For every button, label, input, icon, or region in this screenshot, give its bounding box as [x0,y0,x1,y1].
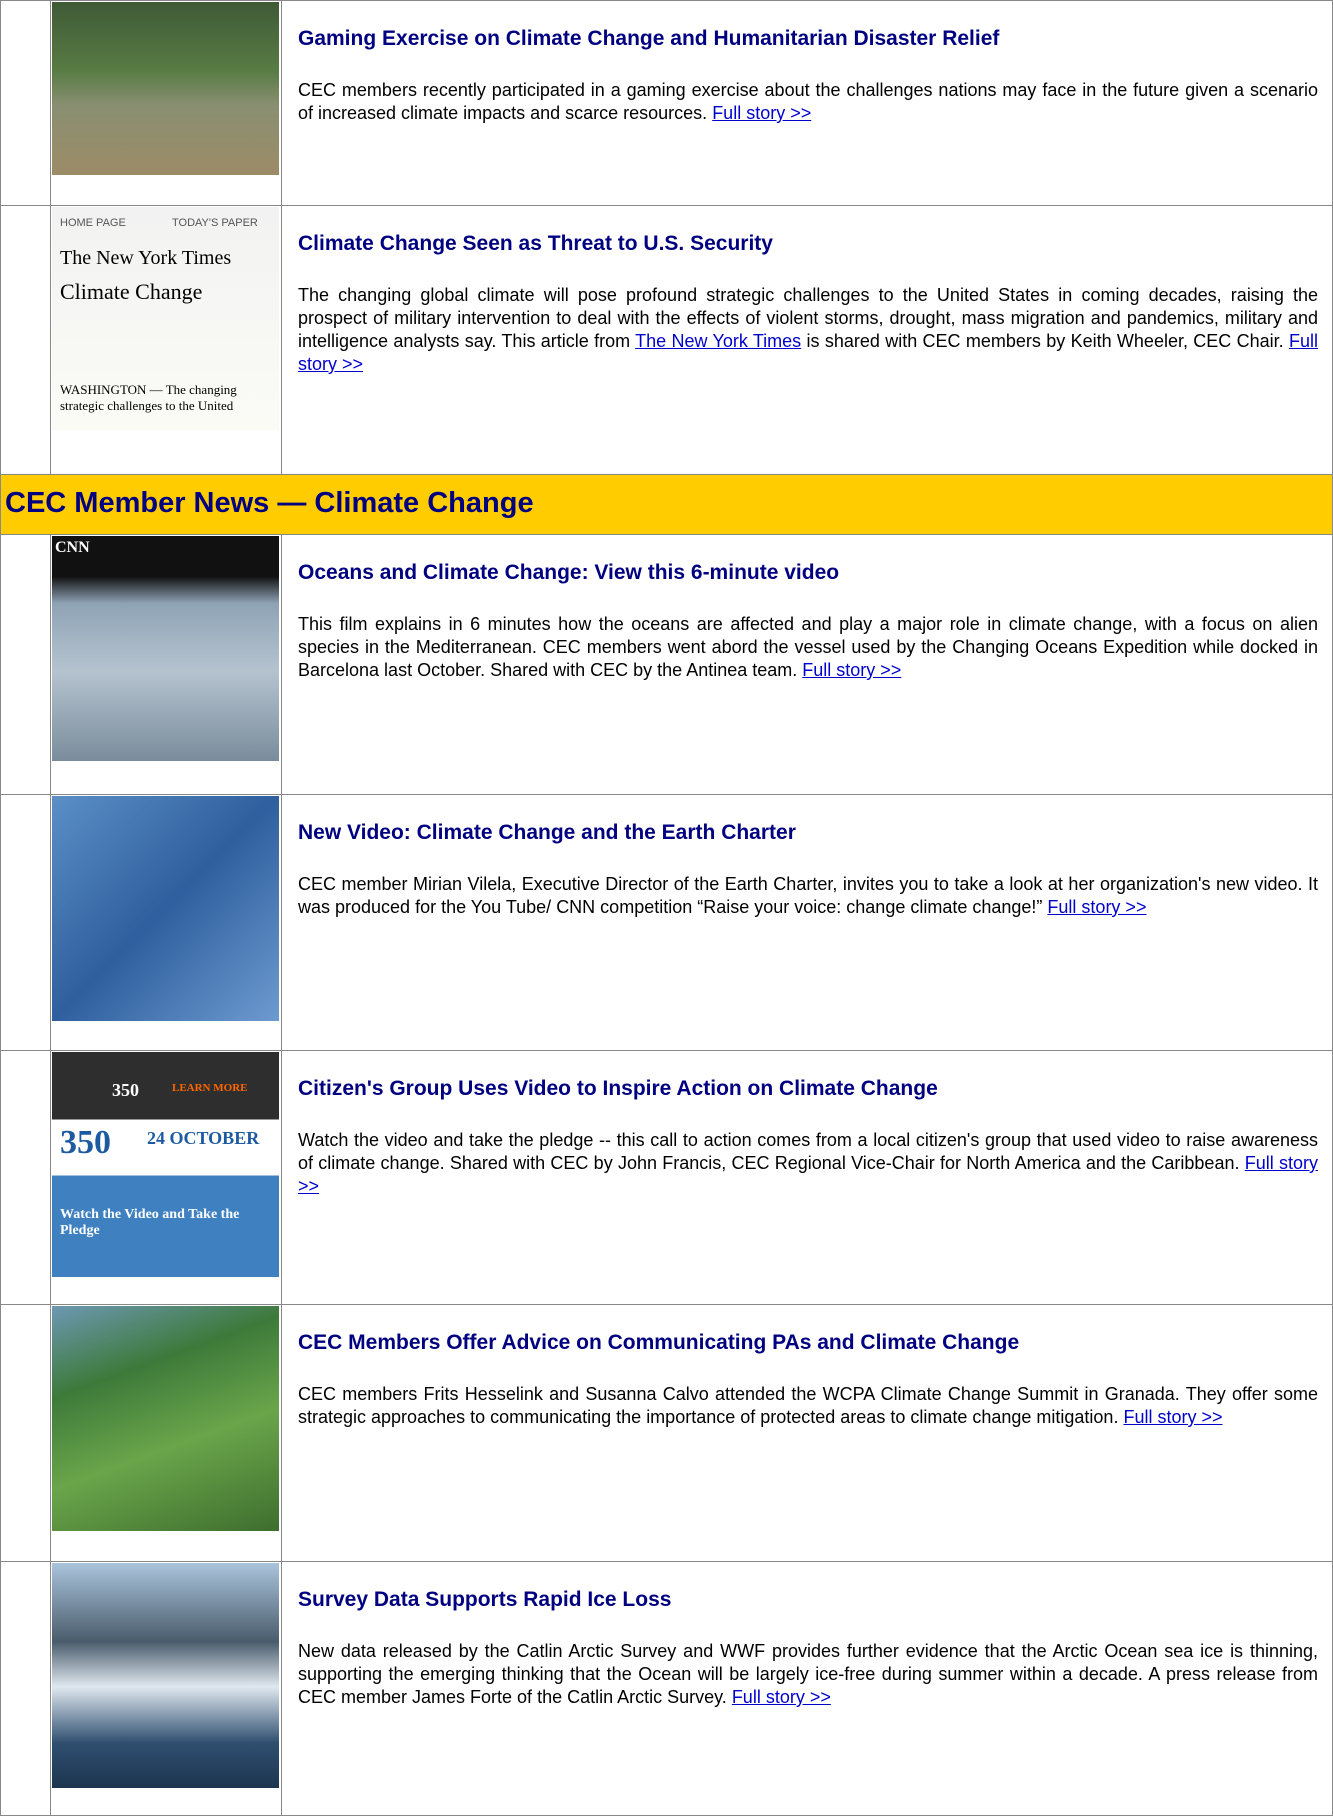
image-cell [51,1562,282,1816]
spacer-cell [1,1305,51,1562]
body-text: CEC member Mirian Vilela, Executive Dire… [298,874,1318,917]
image-cell [51,1,282,206]
page: Gaming Exercise on Climate Change and Hu… [0,0,1333,1815]
item-title: Survey Data Supports Rapid Ice Loss [298,1588,1318,1612]
thumbnail-text: TODAY'S PAPER [172,217,258,229]
thumbnail-text: 350 [112,1080,139,1101]
image-cell: CNN [51,535,282,795]
thumbnail [52,1563,279,1788]
section-header: CEC Member News — Climate Change [1,475,1333,535]
body-text: Watch the video and take the pledge -- t… [298,1130,1318,1173]
news-row: HOME PAGE TODAY'S PAPER The New York Times… [1,206,1333,475]
item-body: CEC members Frits Hesselink and Susanna … [298,1383,1318,1429]
thumbnail-text: LEARN MORE [172,1082,247,1094]
item-body: CEC members recently participated in a g… [298,79,1318,125]
thumbnail-text: 350 [60,1124,111,1162]
thumbnail-text: The New York Times [60,247,231,270]
thumbnail: 350 LEARN MORE 350 24 OCTOBER Watch the Vide… [52,1052,279,1277]
story-link[interactable]: Full story >> [1123,1407,1222,1427]
item-body: CEC member Mirian Vilela, Executive Dire… [298,873,1318,919]
news-table: Gaming Exercise on Climate Change and Hu… [0,0,1333,1816]
spacer-cell [1,1,51,206]
news-row: CNN Oceans and Climate Change: View this … [1,535,1333,795]
spacer-cell [1,1051,51,1305]
story-link[interactable]: Full story >> [712,103,811,123]
news-row: New Video: Climate Change and the Earth … [1,795,1333,1051]
thumbnail-text: WASHINGTON — The changing strategic chal… [60,382,279,414]
story-link[interactable]: The New York Times [635,331,801,351]
image-cell [51,1305,282,1562]
item-body: New data released by the Catlin Arctic S… [298,1640,1318,1709]
item-title: Oceans and Climate Change: View this 6-m… [298,561,1318,585]
news-row: 350 LEARN MORE 350 24 OCTOBER Watch the Vide… [1,1051,1333,1305]
image-cell: HOME PAGE TODAY'S PAPER The New York Times… [51,206,282,475]
content-cell: New Video: Climate Change and the Earth … [282,795,1333,1051]
content-cell: Oceans and Climate Change: View this 6-m… [282,535,1333,795]
thumbnail [52,1306,279,1531]
thumbnail: CNN [52,536,279,761]
content-cell: Survey Data Supports Rapid Ice Loss New d… [282,1562,1333,1816]
thumbnail-text: CNN [55,539,90,557]
content-cell: Climate Change Seen as Threat to U.S. Se… [282,206,1333,475]
item-body: The changing global climate will pose pr… [298,284,1318,376]
news-row: Survey Data Supports Rapid Ice Loss New d… [1,1562,1333,1816]
thumbnail [52,796,279,1021]
item-title: New Video: Climate Change and the Earth … [298,821,1318,845]
item-title: Gaming Exercise on Climate Change and Hu… [298,27,1318,51]
story-link[interactable]: Full story >> [732,1687,831,1707]
content-cell: Citizen's Group Uses Video to Inspire Ac… [282,1051,1333,1305]
spacer-cell [1,535,51,795]
item-title: Citizen's Group Uses Video to Inspire Ac… [298,1077,1318,1101]
spacer-cell [1,1562,51,1816]
body-text: is shared with CEC members by Keith Whee… [801,331,1289,351]
section-header-row: CEC Member News — Climate Change [1,475,1333,535]
item-body: Watch the video and take the pledge -- t… [298,1129,1318,1198]
news-row: Gaming Exercise on Climate Change and Hu… [1,1,1333,206]
story-link[interactable]: Full story >> [802,660,901,680]
item-title: CEC Members Offer Advice on Communicatin… [298,1331,1318,1355]
spacer-cell [1,206,51,475]
thumbnail-text: Climate Change [60,279,202,305]
thumbnail [52,2,279,175]
thumbnail-text: HOME PAGE [60,217,126,229]
spacer-cell [1,795,51,1051]
story-link[interactable]: Full story >> [1047,897,1146,917]
item-body: This film explains in 6 minutes how the … [298,613,1318,682]
thumbnail: HOME PAGE TODAY'S PAPER The New York Times… [52,207,279,430]
content-cell: CEC Members Offer Advice on Communicatin… [282,1305,1333,1562]
content-cell: Gaming Exercise on Climate Change and Hu… [282,1,1333,206]
news-row: CEC Members Offer Advice on Communicatin… [1,1305,1333,1562]
image-cell: 350 LEARN MORE 350 24 OCTOBER Watch the Vide… [51,1051,282,1305]
thumbnail-text: Watch the Video and Take the Pledge [60,1207,279,1239]
image-cell [51,795,282,1051]
thumbnail-text: 24 OCTOBER [147,1128,259,1149]
item-title: Climate Change Seen as Threat to U.S. Se… [298,232,1318,256]
